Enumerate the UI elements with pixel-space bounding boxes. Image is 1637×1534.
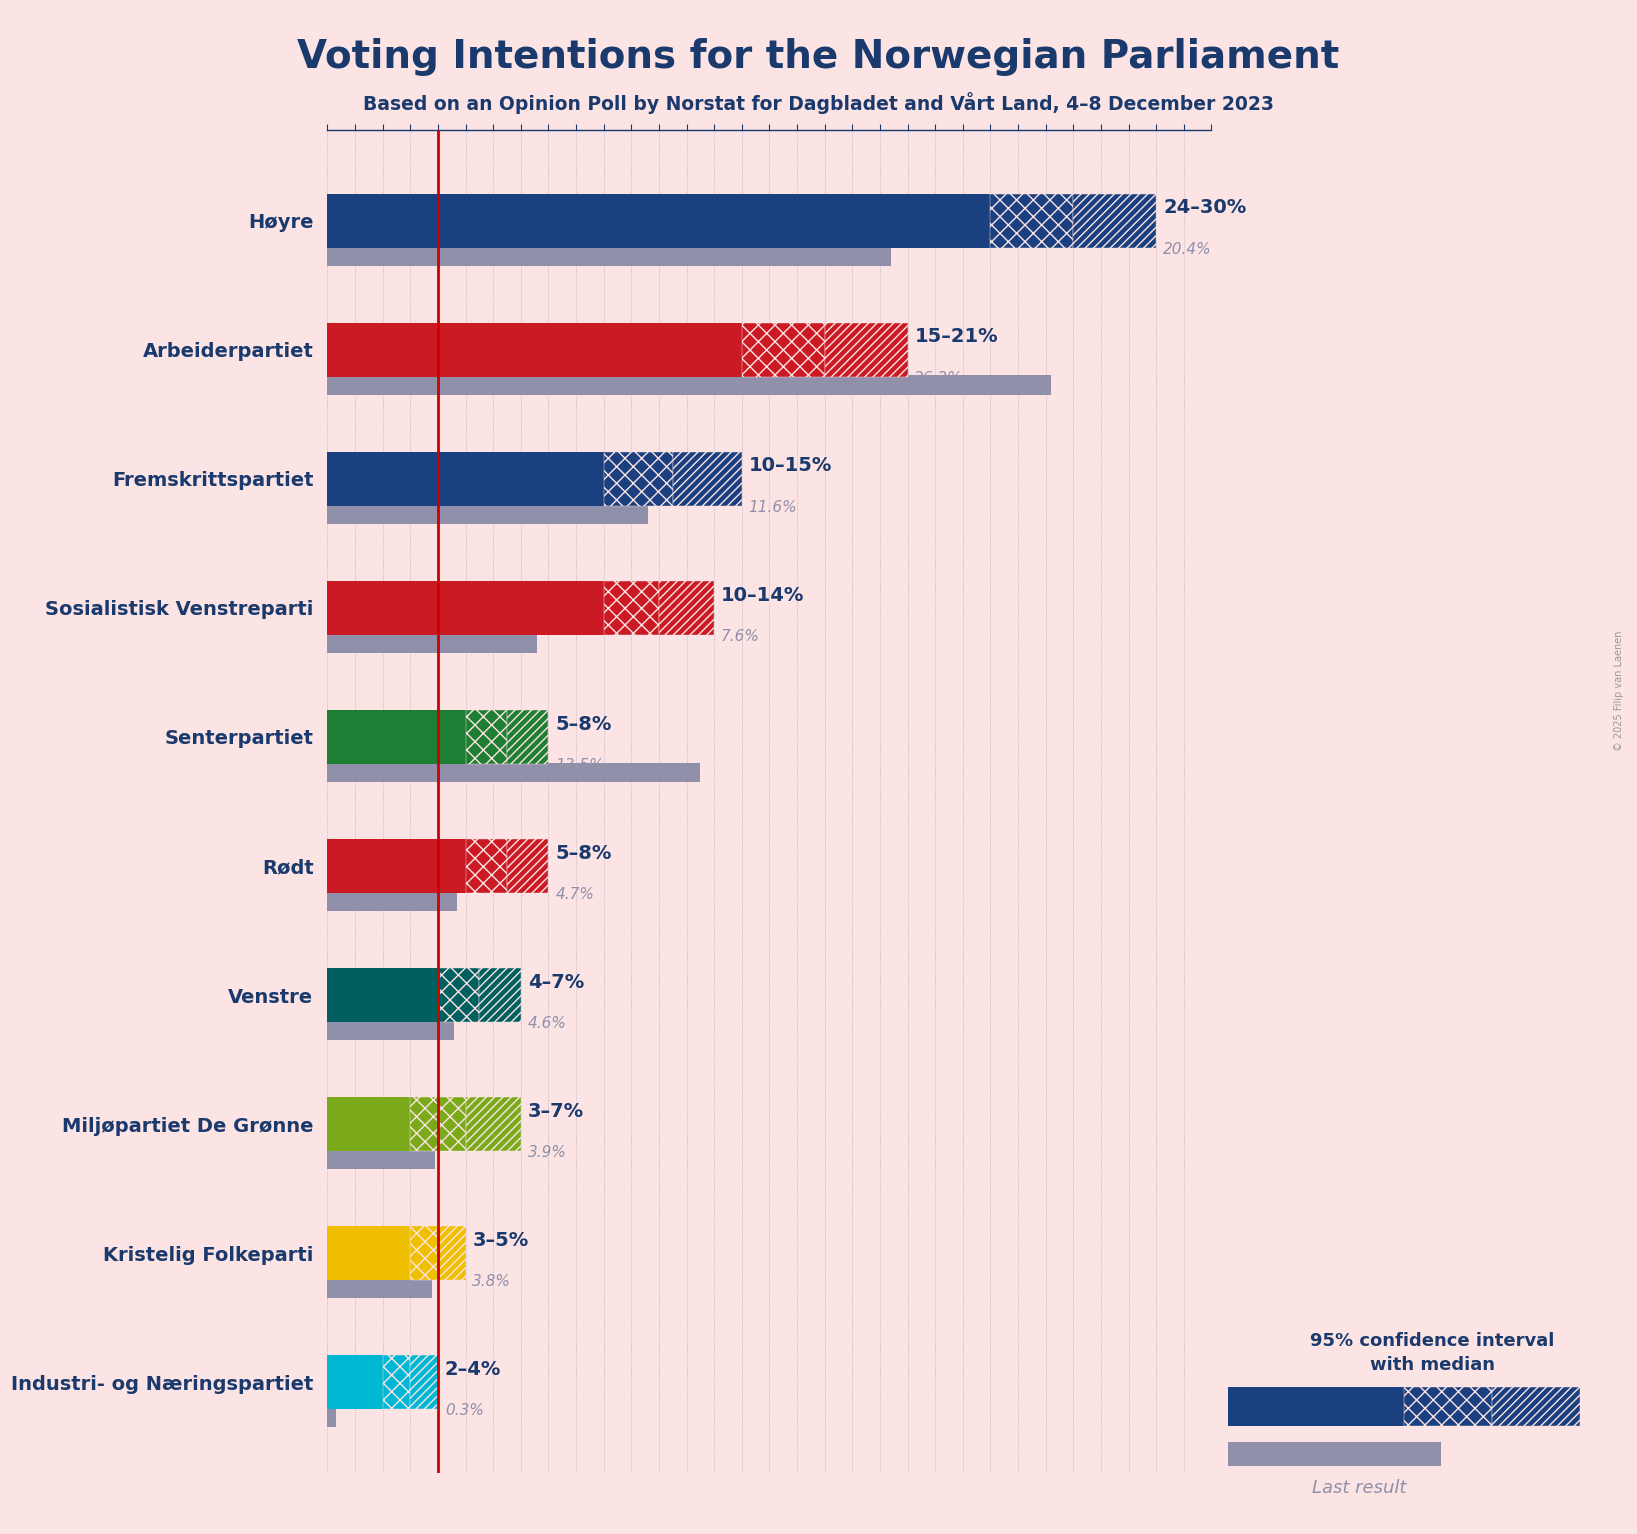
Bar <box>1228 1442 1441 1467</box>
Text: 11.6%: 11.6% <box>748 500 797 515</box>
Bar <box>327 710 465 764</box>
Bar <box>604 451 673 506</box>
Text: 4.6%: 4.6% <box>527 1016 566 1031</box>
Bar <box>327 762 701 782</box>
Text: Based on an Opinion Poll by Norstat for Dagbladet and Vårt Land, 4–8 December 20: Based on an Opinion Poll by Norstat for … <box>363 92 1274 114</box>
Bar <box>465 1097 521 1152</box>
Bar <box>327 968 439 1022</box>
Bar <box>327 1226 411 1281</box>
Text: © 2025 Filip van Laenen: © 2025 Filip van Laenen <box>1614 630 1624 750</box>
Bar <box>327 891 457 911</box>
Text: 4–7%: 4–7% <box>527 973 584 991</box>
Bar <box>327 1149 435 1169</box>
Bar <box>507 710 548 764</box>
Bar <box>411 1226 439 1281</box>
Bar <box>327 1020 455 1040</box>
Bar <box>465 710 507 764</box>
Bar <box>327 634 537 653</box>
Text: 13.5%: 13.5% <box>555 758 604 773</box>
Bar <box>742 322 825 377</box>
Bar <box>1491 1387 1580 1427</box>
Bar <box>1228 1387 1405 1427</box>
Bar <box>327 505 648 523</box>
Bar <box>383 1355 411 1410</box>
Bar <box>439 968 480 1022</box>
Text: 10–15%: 10–15% <box>748 457 832 476</box>
Bar <box>411 1355 439 1410</box>
Bar <box>658 581 714 635</box>
Bar <box>411 1097 465 1152</box>
Bar <box>1074 193 1156 249</box>
Bar <box>327 1097 411 1152</box>
Bar <box>327 839 465 893</box>
Bar <box>825 322 907 377</box>
Bar <box>327 1279 432 1298</box>
Text: 0.3%: 0.3% <box>445 1404 483 1419</box>
Bar <box>507 839 548 893</box>
Bar <box>327 451 604 506</box>
Bar <box>439 1226 465 1281</box>
Text: 95% confidence interval
with median: 95% confidence interval with median <box>1310 1332 1555 1374</box>
Text: 3–7%: 3–7% <box>527 1101 584 1121</box>
Text: 5–8%: 5–8% <box>555 715 612 733</box>
Bar <box>1405 1387 1491 1427</box>
Bar <box>327 1408 336 1427</box>
Bar <box>327 247 891 265</box>
Bar <box>327 581 604 635</box>
Text: 5–8%: 5–8% <box>555 844 612 862</box>
Text: 10–14%: 10–14% <box>720 586 804 604</box>
Text: 20.4%: 20.4% <box>1162 242 1211 256</box>
Text: Last result: Last result <box>1311 1479 1406 1497</box>
Text: 2–4%: 2–4% <box>445 1359 501 1379</box>
Text: 15–21%: 15–21% <box>915 327 999 347</box>
Text: 3.9%: 3.9% <box>527 1144 566 1160</box>
Bar <box>990 193 1074 249</box>
Text: 4.7%: 4.7% <box>555 887 594 902</box>
Bar <box>673 451 742 506</box>
Bar <box>604 581 658 635</box>
Text: 24–30%: 24–30% <box>1162 198 1246 218</box>
Bar <box>465 839 507 893</box>
Text: 3.8%: 3.8% <box>473 1275 511 1289</box>
Bar <box>327 1355 383 1410</box>
Bar <box>327 376 1051 394</box>
Text: Voting Intentions for the Norwegian Parliament: Voting Intentions for the Norwegian Parl… <box>298 38 1339 77</box>
Bar <box>480 968 521 1022</box>
Text: 7.6%: 7.6% <box>720 629 760 644</box>
Text: 3–5%: 3–5% <box>473 1230 529 1250</box>
Bar <box>327 322 742 377</box>
Bar <box>327 193 990 249</box>
Text: 26.2%: 26.2% <box>915 371 963 385</box>
